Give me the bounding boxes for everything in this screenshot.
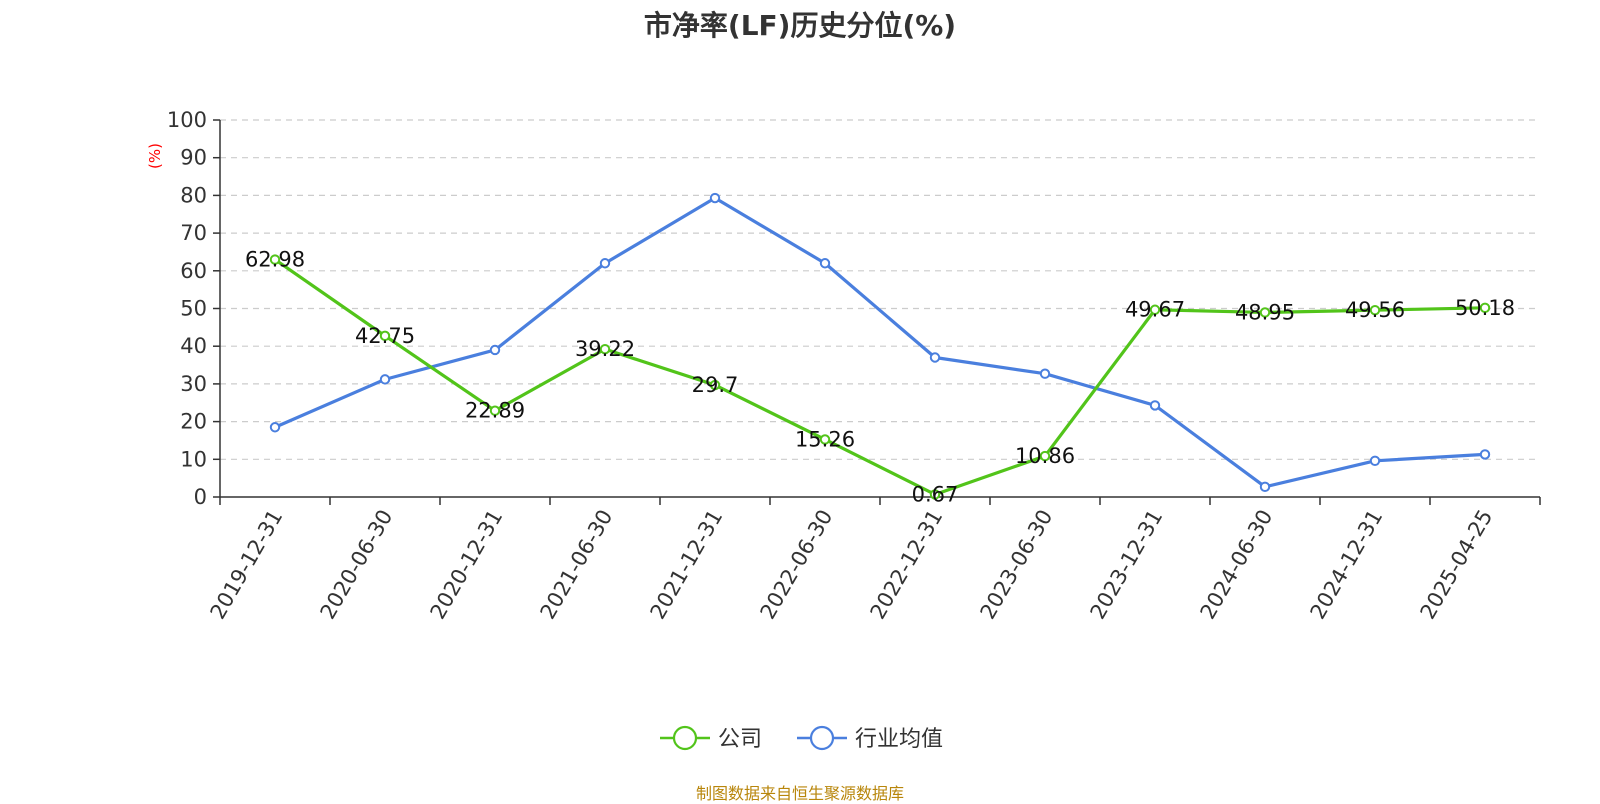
y-tick-label: 30: [180, 372, 207, 396]
x-tick-label: 2020-12-31: [426, 506, 508, 624]
data-label: 22.89: [465, 399, 525, 423]
series-line-0: [273, 257, 1487, 497]
data-point: [819, 434, 831, 445]
x-tick-label: 2024-12-31: [1306, 506, 1388, 624]
data-label: 49.56: [1345, 298, 1405, 322]
data-point: [489, 344, 501, 356]
data-point: [709, 379, 721, 391]
series-line-1: [273, 196, 1487, 489]
x-tick-label: 2019-12-31: [206, 506, 288, 624]
x-tick-label: 2025-04-25: [1416, 506, 1498, 624]
data-point: [1479, 449, 1491, 460]
data-point: [599, 258, 611, 269]
y-tick-label: 0: [194, 485, 207, 509]
x-tick-label: 2024-06-30: [1196, 506, 1278, 624]
data-point: [1369, 455, 1381, 467]
x-tick-label: 2023-06-30: [976, 506, 1058, 624]
data-point: [819, 258, 831, 269]
axes: 0 10 20 30 40 50 60 70 80 90 100 2019-12-31 2020-06-…: [167, 108, 1541, 624]
data-label: 0.67: [912, 482, 959, 506]
data-point: [1369, 304, 1381, 316]
data-point: [1039, 368, 1051, 379]
data-label: 50.18: [1455, 296, 1515, 320]
chart-title: 市净率(LF)历史分位(%): [643, 9, 957, 42]
data-label: 10.86: [1015, 444, 1075, 468]
data-point: [269, 254, 281, 265]
data-label: 48.95: [1235, 300, 1295, 324]
y-tick-label: 100: [167, 108, 207, 132]
x-tick-label: 2021-06-30: [536, 506, 618, 624]
y-tick-label: 50: [180, 297, 207, 321]
y-axis-unit-label: (%): [146, 143, 164, 169]
data-point: [489, 405, 501, 416]
data-label: 15.26: [795, 427, 855, 451]
y-tick-label: 20: [180, 410, 207, 434]
legend-label: 公司: [718, 727, 762, 752]
data-point: [1039, 450, 1051, 462]
data-point: [269, 422, 281, 433]
y-tick-label: 10: [180, 447, 207, 471]
data-point: [1479, 302, 1491, 314]
data-label: 39.22: [575, 337, 635, 361]
data-label: 62.98: [245, 248, 305, 272]
x-tick-label: 2023-12-31: [1086, 506, 1168, 624]
legend: 公司 行业均值: [660, 725, 943, 752]
data-point: [379, 374, 391, 385]
grid-lines: [220, 119, 1540, 460]
y-tick-label: 80: [180, 183, 207, 207]
legend-marker-1: [809, 725, 835, 751]
data-label: 29.7: [692, 373, 739, 397]
series-lines: [269, 192, 1491, 500]
data-point: [1259, 307, 1271, 318]
x-tick-label: 2022-06-30: [756, 506, 838, 624]
data-label: 42.75: [355, 324, 415, 348]
data-point: [1149, 304, 1161, 315]
data-point: [709, 192, 721, 204]
data-point: [929, 352, 941, 363]
data-point: [1259, 481, 1271, 493]
y-tick-label: 70: [180, 221, 207, 245]
data-point: [1149, 400, 1161, 411]
x-tick-label: 2020-06-30: [316, 506, 398, 624]
data-point: [929, 489, 941, 500]
data-labels: 62.98 42.75 22.89 39.22 29.7 15.26 0.67 10.86 49…: [245, 248, 1515, 507]
y-tick-label: 40: [180, 334, 207, 358]
data-label: 49.67: [1125, 298, 1185, 322]
y-tick-label: 60: [180, 259, 207, 283]
x-tick-label: 2022-12-31: [866, 506, 948, 624]
legend-marker-0: [672, 725, 698, 751]
data-point: [379, 330, 391, 342]
legend-label: 行业均值: [855, 727, 943, 752]
data-point: [599, 343, 611, 355]
x-tick-label: 2021-12-31: [646, 506, 728, 624]
y-tick-label: 90: [180, 146, 207, 170]
source-note: 制图数据来自恒生聚源数据库: [695, 784, 904, 803]
